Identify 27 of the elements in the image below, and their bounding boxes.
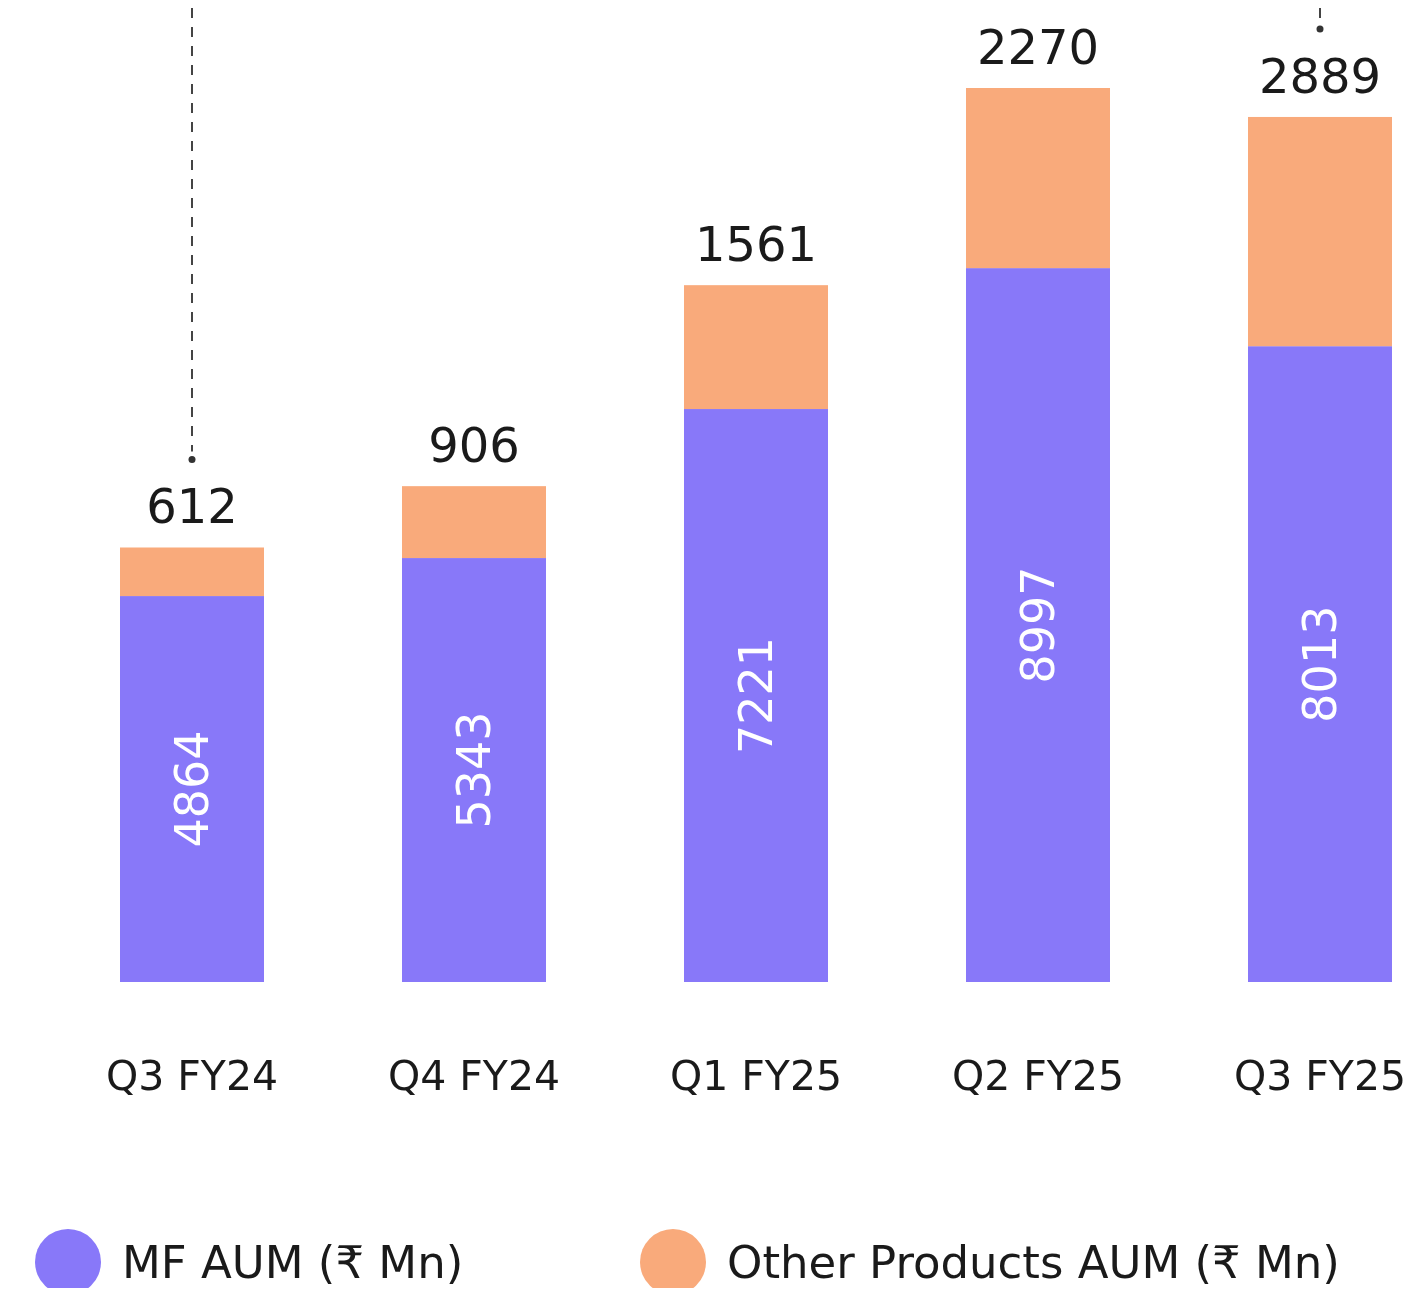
bar	[1248, 346, 1392, 982]
bar	[966, 88, 1110, 269]
data-label: 4864	[165, 730, 219, 848]
x-tick-label: Q4 FY24	[387, 1052, 561, 1100]
data-label: 612	[146, 478, 238, 535]
x-tick-label: Q2 FY25	[951, 1052, 1125, 1100]
bar	[120, 596, 264, 982]
data-label: 8997	[1011, 566, 1065, 684]
data-label: 1561	[694, 216, 818, 273]
data-label: 2270	[976, 19, 1100, 75]
bar	[684, 285, 828, 410]
bar	[402, 486, 546, 559]
bar	[402, 558, 546, 982]
x-tick-label: Q3 FY25	[1233, 1052, 1407, 1100]
legend-label: Other Products AUM (₹ Mn)	[727, 1236, 1340, 1289]
data-label: 2889	[1258, 47, 1382, 104]
x-tick-label: Q3 FY24	[105, 1052, 279, 1100]
bar	[1248, 116, 1392, 347]
data-label: 5343	[447, 711, 501, 829]
bar	[684, 409, 828, 982]
bar	[966, 268, 1110, 982]
data-label: 8013	[1293, 605, 1347, 723]
data-label: 906	[428, 417, 520, 474]
data-label: 7221	[729, 636, 783, 755]
x-tick-label: Q1 FY25	[669, 1052, 843, 1100]
legend-label: MF AUM (₹ Mn)	[122, 1236, 464, 1289]
bar	[120, 547, 264, 597]
